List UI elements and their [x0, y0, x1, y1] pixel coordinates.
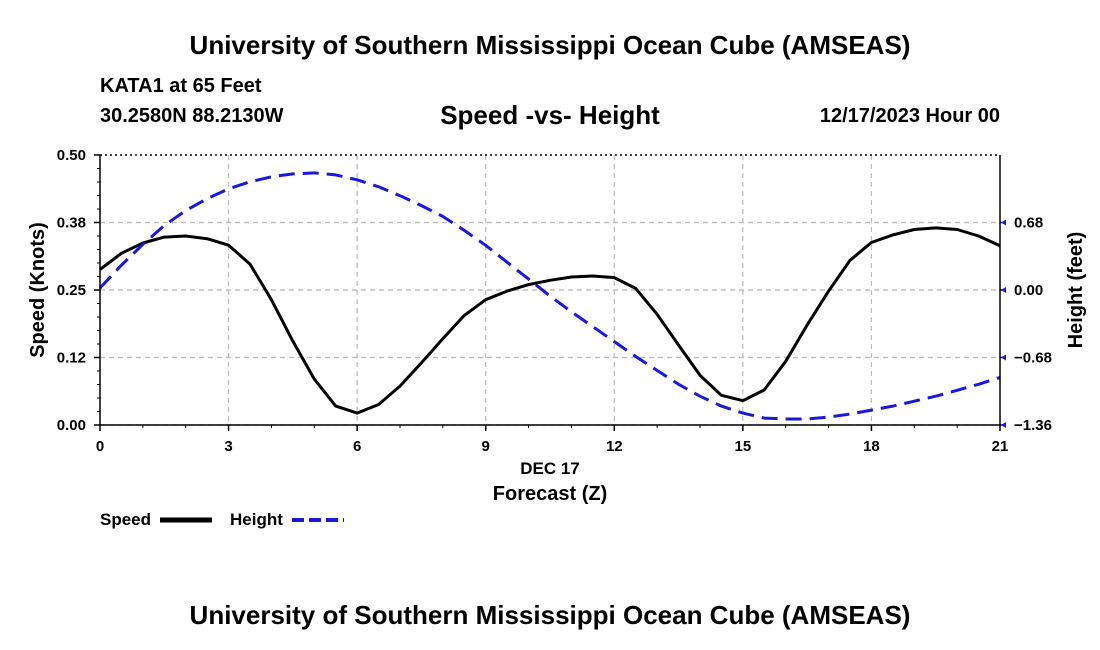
y2-tick-marker — [1001, 422, 1006, 428]
legend-speed-label: Speed — [100, 510, 152, 529]
y-tick-label: 0.25 — [57, 282, 86, 299]
y2-tick-label: 0.00 — [1014, 282, 1043, 299]
axis-labels: DEC 17 Forecast (Z) Speed (Knots) Height… — [27, 222, 1087, 505]
y-tick-label: 0.00 — [57, 417, 86, 434]
axes: 0 3 6 9 12 15 18 21 0.00 0.12 0.25 0.38 0.50 0.68 0.00… — [57, 147, 1052, 455]
x-axis-label: Forecast (Z) — [493, 483, 607, 505]
x-tick-label: 9 — [482, 438, 490, 455]
y2-tick-marker — [1001, 354, 1006, 361]
x-tick-label: 3 — [224, 438, 232, 455]
y2-tick-label: −1.36 — [1014, 417, 1052, 434]
y-tick-label: 0.12 — [57, 350, 86, 367]
x-tick-label: 0 — [96, 438, 104, 455]
x-tick-label: 15 — [735, 438, 752, 455]
y2-tick-label: 0.68 — [1014, 215, 1043, 232]
x-tick-label: 18 — [863, 438, 880, 455]
series-lines — [98, 171, 1001, 421]
footer-title: University of Southern Mississippi Ocean… — [189, 600, 911, 630]
gridlines — [100, 154, 1000, 426]
station-label: KATA1 at 65 Feet — [100, 75, 262, 97]
station-coordinates: 30.2580N 88.2130W — [100, 105, 284, 127]
series-line-speed — [99, 226, 1001, 415]
y-tick-label: 0.50 — [57, 147, 86, 164]
y2-tick-marker — [1001, 219, 1006, 226]
y2-tick-marker — [1001, 287, 1006, 293]
chart-subtitle: Speed -vs- Height — [440, 100, 660, 130]
x-tick-label: 12 — [606, 438, 623, 455]
forecast-datetime: 12/17/2023 Hour 00 — [819, 105, 1000, 127]
x-tick-label: 6 — [353, 438, 361, 455]
x-axis-date-label: DEC 17 — [520, 459, 580, 478]
y-axis-label: Speed (Knots) — [27, 222, 49, 358]
legend-height-label: Height — [230, 510, 283, 529]
chart-title: University of Southern Mississippi Ocean… — [189, 30, 911, 60]
y2-axis-label: Height (feet) — [1065, 232, 1087, 349]
series-line-height — [98, 171, 1001, 421]
x-tick-label: 21 — [992, 438, 1009, 455]
y2-tick-label: −0.68 — [1014, 350, 1052, 367]
y-tick-label: 0.38 — [57, 215, 86, 232]
